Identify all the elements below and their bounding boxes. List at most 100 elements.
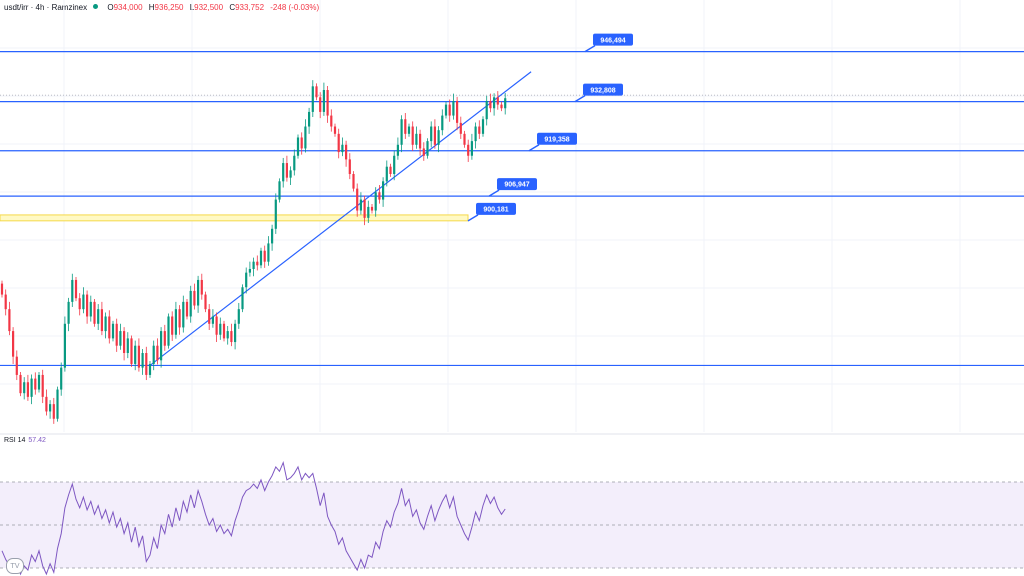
candle-body bbox=[459, 122, 462, 134]
candle-body bbox=[393, 155, 396, 175]
candle-body bbox=[267, 243, 270, 262]
rsi-label[interactable]: RSI 14 bbox=[4, 437, 26, 444]
zone-label-box[interactable] bbox=[476, 202, 516, 215]
candle-body bbox=[41, 374, 44, 397]
candle-body bbox=[419, 133, 422, 149]
candle-body bbox=[74, 279, 78, 299]
candle-body bbox=[100, 309, 103, 332]
candle-body bbox=[326, 89, 329, 116]
candle-body bbox=[4, 294, 7, 310]
candle-body bbox=[241, 287, 244, 310]
candle-body bbox=[211, 316, 214, 324]
candle-body bbox=[489, 100, 492, 109]
candle-body bbox=[12, 331, 15, 357]
candle-body bbox=[382, 181, 385, 200]
candle-body bbox=[86, 294, 89, 317]
candle-body bbox=[49, 404, 52, 412]
candle-body bbox=[374, 192, 377, 211]
candle-body bbox=[37, 374, 41, 390]
candle-body bbox=[78, 298, 81, 310]
candle-body bbox=[359, 199, 362, 211]
candle-body bbox=[363, 199, 366, 218]
candle-body bbox=[182, 301, 185, 328]
candle-body bbox=[134, 345, 137, 364]
candle-body bbox=[237, 309, 240, 324]
open-value: 934,000 bbox=[113, 3, 143, 12]
candle-body bbox=[34, 378, 37, 390]
candle-body bbox=[282, 163, 285, 182]
candle-body bbox=[189, 290, 192, 317]
candle-body bbox=[97, 309, 100, 324]
candle-body bbox=[178, 309, 181, 328]
candle-body bbox=[26, 382, 29, 397]
candle-body bbox=[304, 126, 307, 149]
candle-body bbox=[485, 100, 488, 120]
level-label-pointer-0 bbox=[584, 45, 596, 53]
rsi-header: RSI 14 57.42 bbox=[4, 437, 46, 444]
support-zone[interactable] bbox=[0, 214, 469, 222]
change-value: -248 (-0.03%) bbox=[270, 3, 320, 12]
candle-body bbox=[441, 115, 444, 131]
candle-body bbox=[141, 353, 144, 368]
candle-body bbox=[496, 97, 499, 105]
candle-body bbox=[126, 338, 129, 354]
candle-body bbox=[60, 367, 63, 390]
candle-body bbox=[467, 144, 470, 156]
tradingview-logo-icon[interactable]: TV bbox=[6, 558, 24, 574]
level-label-pointer-3 bbox=[488, 189, 500, 197]
symbol-title[interactable]: usdt/irr · 4h · Ramzinex bbox=[4, 3, 88, 12]
market-status-dot-icon bbox=[93, 4, 99, 9]
candle-body bbox=[404, 119, 407, 134]
candle-body bbox=[474, 126, 477, 142]
candle-body bbox=[160, 331, 163, 361]
candle-body bbox=[311, 86, 314, 112]
candle-body bbox=[422, 148, 425, 156]
level-label-box-2[interactable] bbox=[537, 132, 577, 145]
candle-body bbox=[222, 323, 226, 339]
candle-body bbox=[82, 294, 85, 310]
low-value: 932,500 bbox=[194, 3, 224, 12]
candle-body bbox=[444, 104, 448, 116]
candle-body bbox=[226, 331, 229, 339]
candle-body bbox=[145, 353, 148, 375]
candle-body bbox=[452, 100, 455, 116]
rsi-line[interactable] bbox=[1, 460, 506, 576]
candle-body bbox=[504, 98, 507, 109]
candle-body bbox=[148, 363, 152, 375]
candle-body bbox=[259, 250, 263, 266]
candle-body bbox=[289, 170, 292, 178]
close-value: 933,752 bbox=[235, 3, 265, 12]
candle-body bbox=[348, 159, 351, 175]
candle-body bbox=[500, 104, 503, 109]
zone-label-pointer bbox=[467, 214, 479, 222]
candle-body bbox=[15, 356, 18, 375]
candle-body bbox=[67, 301, 70, 324]
candle-body bbox=[400, 119, 403, 145]
candle-body bbox=[71, 279, 74, 302]
candle-body bbox=[433, 126, 436, 145]
level-label-box-0[interactable] bbox=[593, 33, 633, 46]
level-label-box-1[interactable] bbox=[583, 83, 623, 96]
candle-body bbox=[296, 137, 300, 156]
level-label-pointer-1 bbox=[574, 95, 586, 103]
candle-body bbox=[111, 323, 115, 339]
candle-body bbox=[93, 301, 96, 324]
level-label-1: 932,808 bbox=[590, 87, 615, 94]
candle-body bbox=[137, 345, 140, 368]
candle-body bbox=[197, 279, 200, 306]
candle-body bbox=[215, 316, 218, 335]
candle-body bbox=[108, 316, 111, 339]
candle-body bbox=[163, 331, 166, 346]
candle-body bbox=[352, 174, 355, 189]
candle-body bbox=[208, 309, 211, 324]
candle-body bbox=[293, 155, 296, 171]
candle-body bbox=[252, 261, 255, 269]
candle-body bbox=[481, 119, 485, 134]
level-label-0: 946,494 bbox=[600, 37, 625, 44]
candle-body bbox=[104, 316, 107, 332]
level-label-box-3[interactable] bbox=[497, 178, 537, 191]
high-value: 936,250 bbox=[154, 3, 184, 12]
candle-body bbox=[56, 389, 59, 419]
candle-body bbox=[478, 126, 481, 134]
